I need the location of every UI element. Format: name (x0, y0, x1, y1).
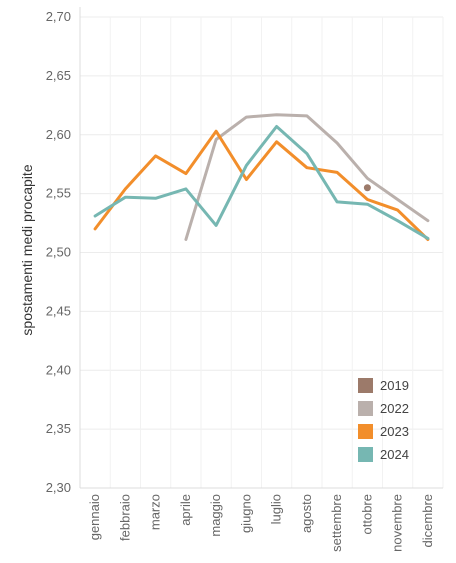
y-tick-label: 2,50 (46, 245, 71, 260)
series-2022-line (184, 113, 430, 241)
x-tick-label: aprile (178, 494, 193, 526)
legend-label: 2024 (380, 447, 409, 462)
y-tick-label: 2,45 (46, 303, 71, 318)
legend-label: 2023 (380, 424, 409, 439)
grid-lines (79, 16, 444, 489)
y-tick-label: 2,30 (46, 480, 71, 495)
y-tick-label: 2,55 (46, 186, 71, 201)
legend-label: 2022 (380, 401, 409, 416)
y-tick-label: 2,60 (46, 127, 71, 142)
x-axis-ticks: gennaio febbraio marzo aprile maggio giugno lu… (87, 494, 435, 552)
y-tick-label: 2,65 (46, 68, 71, 83)
legend-item-2019[interactable]: 2019 (358, 378, 409, 393)
x-tick-label: ottobre (359, 494, 374, 534)
x-tick-label: agosto (299, 494, 314, 533)
series-lines (93, 113, 430, 241)
y-tick-label: 2,35 (46, 421, 71, 436)
legend-item-2024[interactable]: 2024 (358, 447, 409, 462)
series-2019-point (363, 184, 371, 192)
x-tick-label: dicembre (420, 494, 435, 547)
y-axis-ticks: 2,70 2,65 2,60 2,55 2,50 2,45 2,40 2,35 2,30 (46, 9, 71, 495)
legend-swatch (358, 447, 373, 462)
x-tick-label: gennaio (87, 494, 102, 540)
x-tick-label: settembre (329, 494, 344, 552)
legend-swatch (358, 401, 373, 416)
legend-swatch (358, 378, 373, 393)
legend-label: 2019 (380, 378, 409, 393)
x-tick-label: maggio (208, 494, 223, 537)
x-tick-label: luglio (269, 494, 284, 524)
legend-item-2023[interactable]: 2023 (358, 424, 409, 439)
legend[interactable]: 2019 2022 2023 2024 (358, 378, 409, 462)
x-tick-label: novembre (390, 494, 405, 552)
legend-item-2022[interactable]: 2022 (358, 401, 409, 416)
y-tick-label: 2,40 (46, 362, 71, 377)
axes (79, 7, 443, 489)
legend-swatch (358, 424, 373, 439)
x-tick-label: marzo (148, 494, 163, 530)
series-2024-line (93, 125, 430, 240)
series-2023-line (93, 129, 430, 241)
x-tick-label: giugno (238, 494, 253, 533)
x-tick-label: febbraio (117, 494, 132, 541)
y-tick-label: 2,70 (46, 9, 71, 24)
y-axis-label: spostamenti medi procapite (19, 164, 35, 335)
